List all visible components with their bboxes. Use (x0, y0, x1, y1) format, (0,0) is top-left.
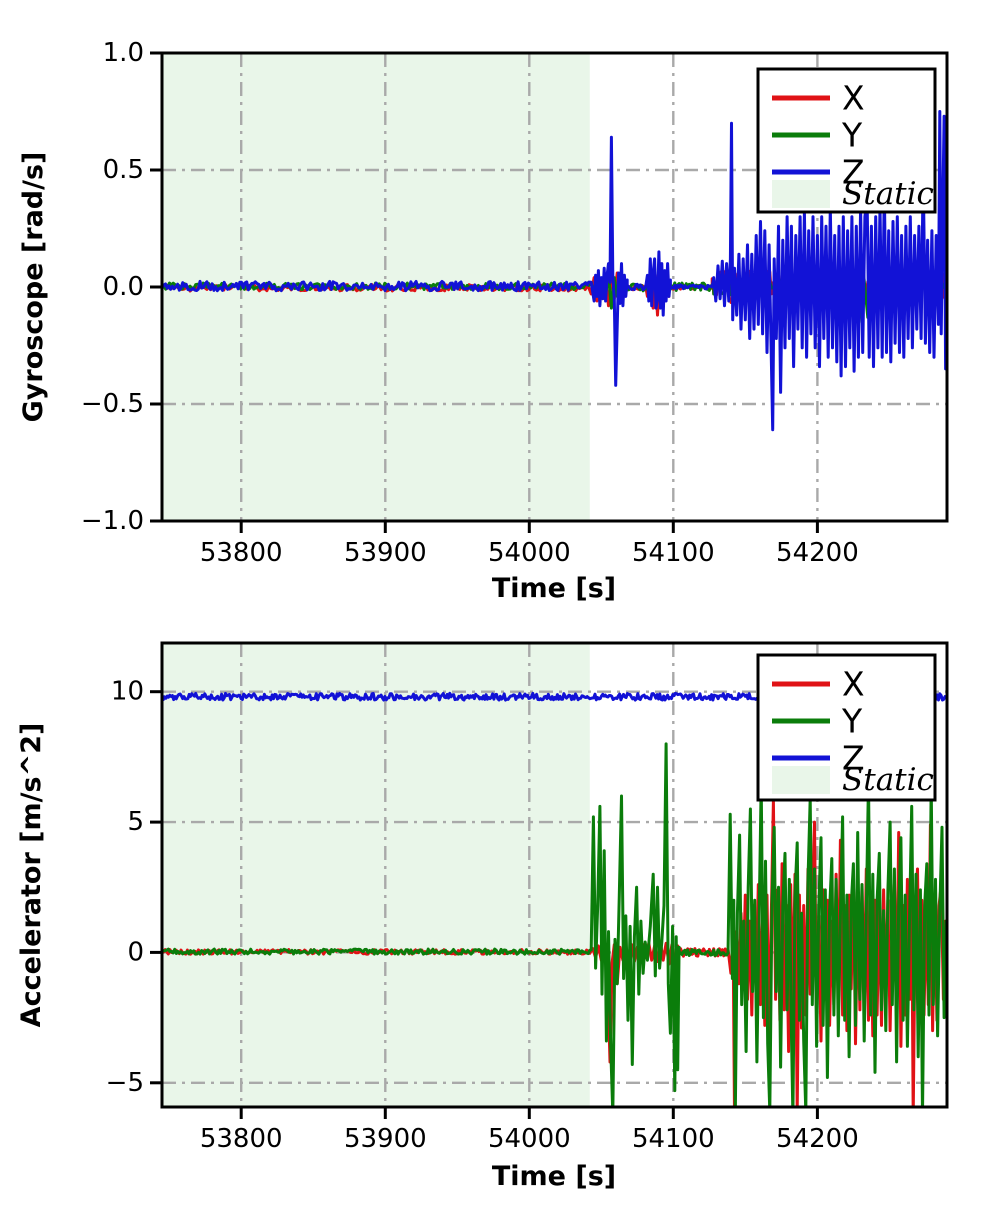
x-tick-label: 53800 (200, 538, 283, 568)
x-tick-label: 54100 (632, 538, 715, 568)
accelerator-yaxis-title: Accelerator [m/s^2] (16, 723, 47, 1028)
accelerator-xaxis-title: Time [s] (492, 1161, 616, 1192)
x-tick-label: 54100 (632, 1124, 715, 1154)
legend-x-label: X (842, 79, 865, 118)
x-tick-label: 53800 (200, 1124, 283, 1154)
series-group (162, 110, 947, 432)
y-tick-label: 0 (127, 937, 144, 967)
series-z-line (162, 110, 947, 432)
gyroscope-yaxis-title: Gyroscope [rad/s] (18, 152, 49, 423)
legend-box (756, 653, 937, 802)
legend-z-label: Z (842, 153, 865, 192)
legend-y-label: Y (841, 116, 863, 155)
static-region (162, 643, 590, 1107)
legend-static-swatch (772, 766, 830, 794)
x-tick-label: 54200 (776, 1124, 859, 1154)
y-tick-label: −5 (106, 1068, 144, 1098)
legend-y-label: Y (841, 702, 863, 741)
x-tick-label: 54200 (776, 538, 859, 568)
y-tick-label: 1.0 (103, 38, 144, 68)
legend-z-label: Z (842, 739, 865, 778)
legend-static-label: Static (842, 176, 934, 212)
y-tick-label: 0.0 (103, 272, 144, 302)
gyroscope-chart: 53800 53900 54000 54100 54200 1.0 0.5 0.0 −0.5 −1… (81, 38, 949, 568)
x-tick-label: 53900 (344, 538, 427, 568)
gyroscope-xaxis-title: Time [s] (492, 573, 616, 604)
series-y-line (162, 742, 947, 1107)
legend-static-label: Static (842, 762, 934, 798)
y-tick-label: 5 (127, 807, 144, 837)
x-tick-label: 53900 (344, 1124, 427, 1154)
y-tick-label: −1.0 (81, 506, 144, 536)
plot-border (160, 641, 949, 1109)
legend-x-label: X (842, 665, 865, 704)
y-tick-label: 0.5 (103, 155, 144, 185)
x-tick-label: 54000 (488, 1124, 571, 1154)
x-tick-label: 54000 (488, 538, 571, 568)
legend-static-swatch (772, 180, 830, 208)
y-tick-label: 10 (111, 677, 144, 707)
y-tick-label: −0.5 (81, 389, 144, 419)
